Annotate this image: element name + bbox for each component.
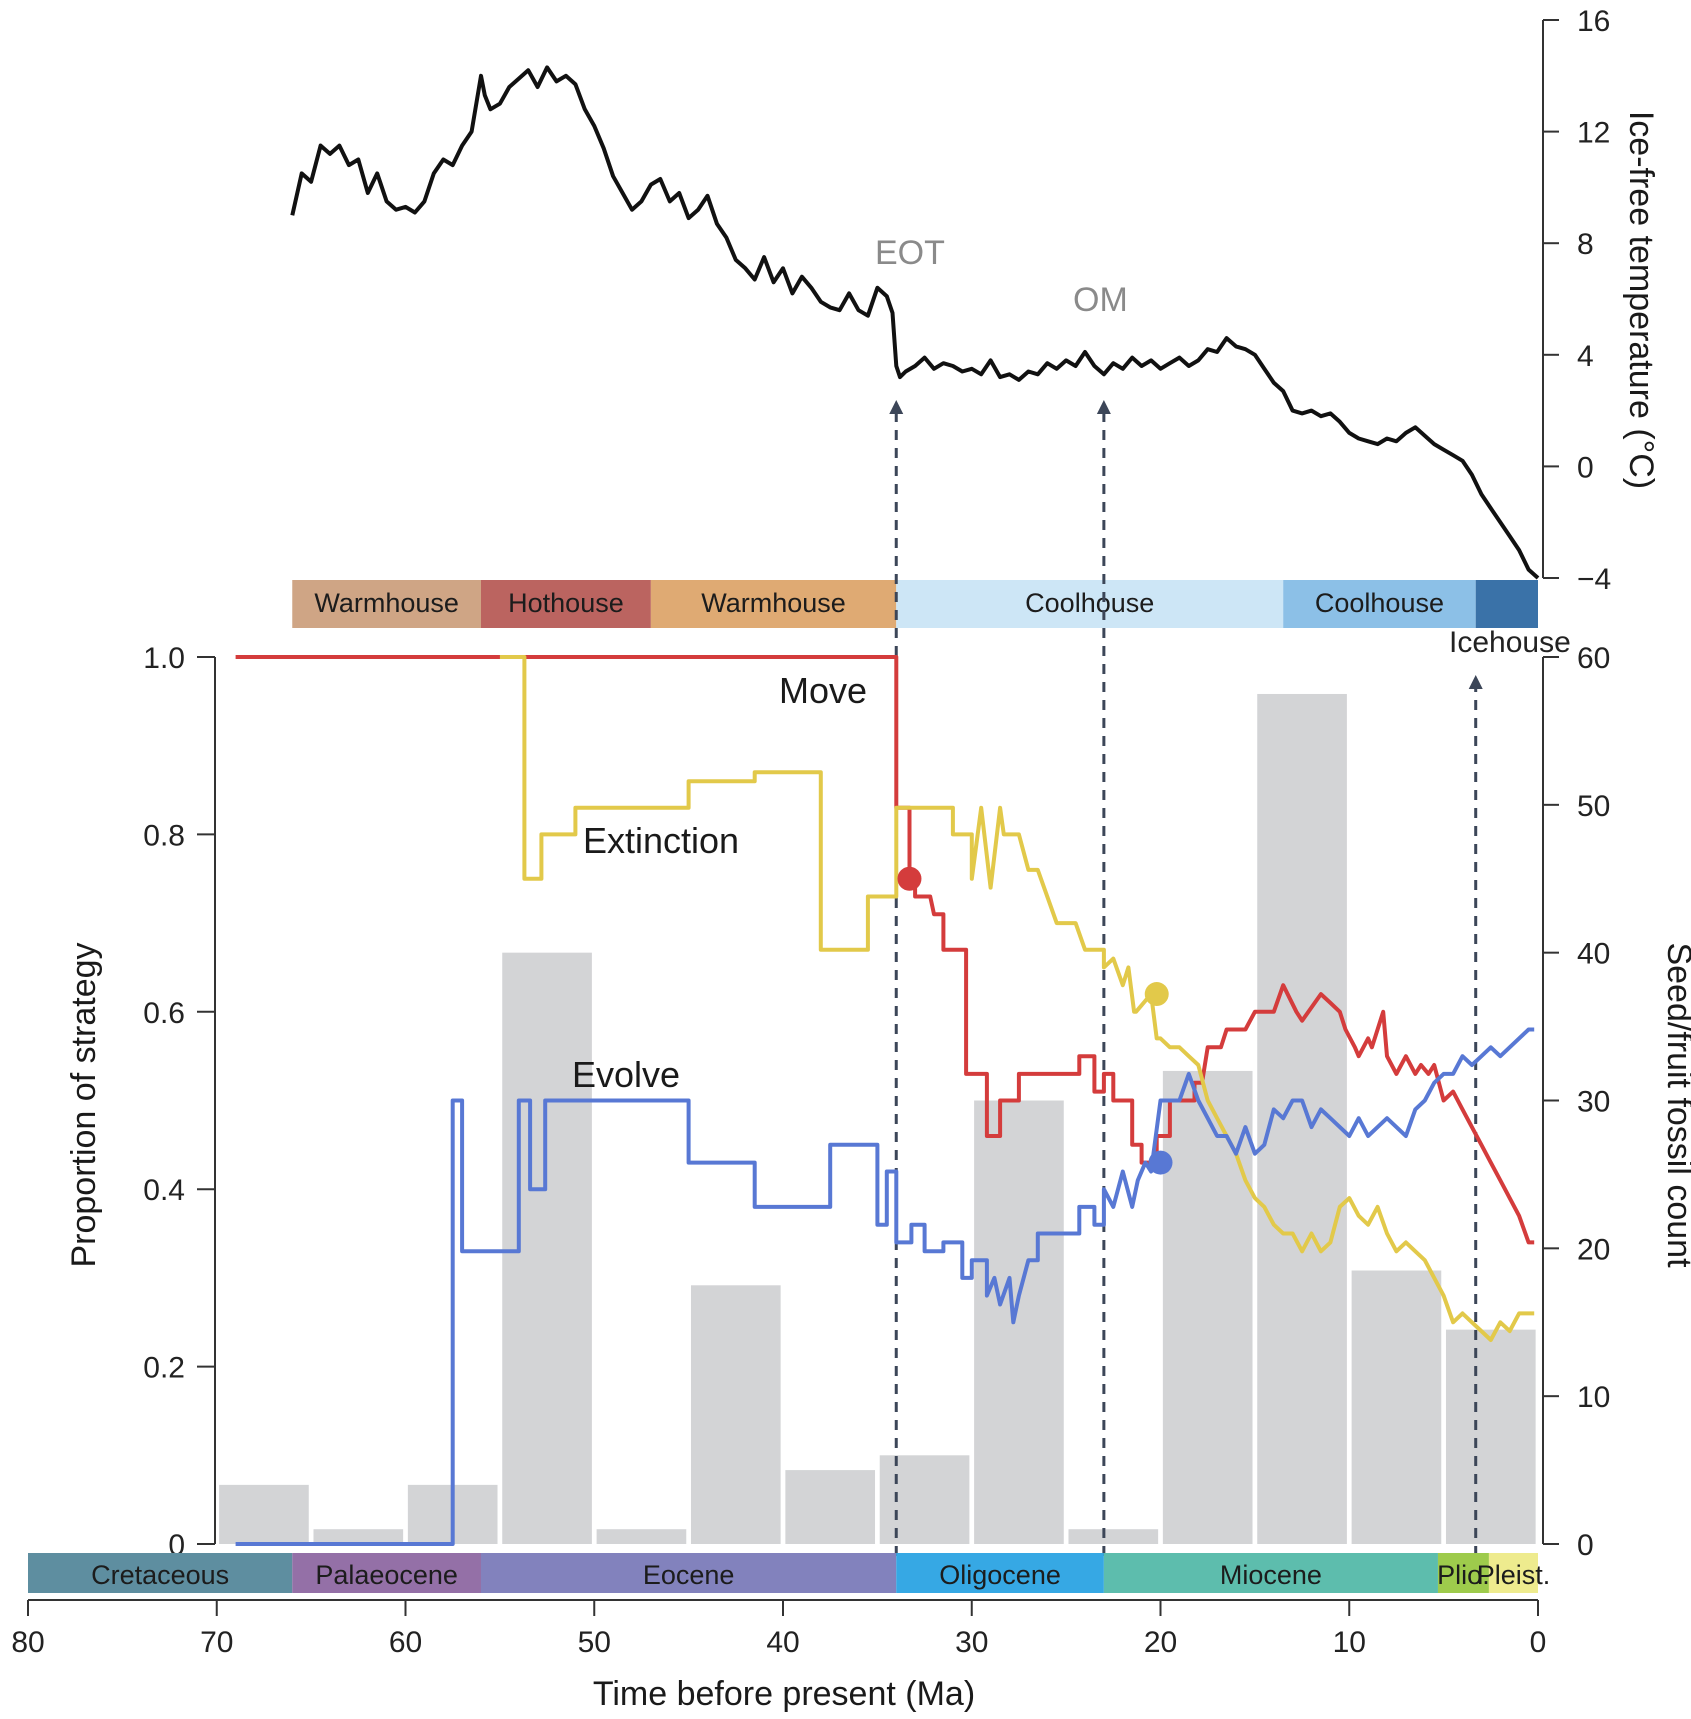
- epoch-band-5: [1437, 1553, 1489, 1593]
- fossil-count-bars: [219, 693, 1536, 1544]
- temperature-tick-label-0: −4: [1577, 563, 1611, 596]
- epoch-label-2: Eocene: [643, 1560, 735, 1590]
- guide-arrow-0: [889, 400, 904, 414]
- fossil-bar-4: [596, 1529, 687, 1544]
- right-tick-label-4: 40: [1577, 938, 1610, 971]
- x-tick-label-6: 20: [1144, 1626, 1177, 1659]
- right-tick-label-0: 0: [1577, 1529, 1594, 1562]
- right-tick-label-3: 30: [1577, 1086, 1610, 1119]
- fossil-bar-12: [1351, 1270, 1442, 1544]
- x-tick-label-7: 10: [1333, 1626, 1366, 1659]
- temperature-tick-label-3: 8: [1577, 228, 1594, 261]
- fossil-bar-9: [1068, 1529, 1159, 1544]
- time-axis-title: Time before present (Ma): [593, 1675, 975, 1713]
- fossil-bar-0: [219, 1484, 309, 1544]
- climate-band-label-4: Coolhouse: [1315, 588, 1444, 618]
- epoch-label-4: Miocene: [1220, 1560, 1322, 1590]
- temperature-tick-label-2: 4: [1577, 340, 1594, 373]
- om-label: OM: [1073, 281, 1128, 319]
- strategy-series: [235, 655, 1535, 1546]
- temperature-axis-title: Ice-free temperature (°C): [1622, 111, 1660, 489]
- epoch-band-0: [28, 1553, 293, 1593]
- fossil-bar-7: [879, 1455, 970, 1544]
- left-tick-label-2: 0.4: [143, 1174, 185, 1207]
- extinction-label: Extinction: [583, 820, 739, 861]
- climate-state-bands: Warmhouse Hothouse Warmhouse Coolhouse Coolh…: [292, 580, 1538, 628]
- marker-move: [897, 866, 922, 891]
- evolve-label: Evolve: [572, 1054, 680, 1095]
- move-label: Move: [779, 670, 867, 711]
- climate-band-1: [481, 580, 651, 628]
- right-tick-label-2: 20: [1577, 1233, 1610, 1266]
- climate-band-label-3: Coolhouse: [1025, 588, 1154, 618]
- fossil-bar-8: [974, 1100, 1064, 1544]
- epoch-label-0: Cretaceous: [91, 1560, 229, 1590]
- climate-band-label-0: Warmhouse: [314, 588, 459, 618]
- climate-band-5: [1475, 580, 1538, 628]
- x-tick-label-3: 50: [578, 1626, 611, 1659]
- climate-band-3: [896, 580, 1284, 628]
- temperature-series-line: [290, 65, 1540, 580]
- right-tick-label-5: 50: [1577, 790, 1610, 823]
- time-axis: 80 70 60 50 40 30 20 10 0: [11, 1599, 1547, 1659]
- epoch-label-6: Pleist.: [1477, 1560, 1551, 1590]
- temperature-tick-label-5: 16: [1577, 5, 1610, 38]
- x-tick-label-5: 30: [955, 1626, 988, 1659]
- epoch-label-3: Oligocene: [939, 1560, 1061, 1590]
- x-tick-label-2: 60: [389, 1626, 422, 1659]
- x-tick-label-1: 70: [200, 1626, 233, 1659]
- fossil-bar-3: [502, 952, 592, 1544]
- marker-extinction: [1144, 982, 1169, 1007]
- fossil-bar-5: [690, 1285, 781, 1544]
- climate-band-4: [1283, 580, 1476, 628]
- x-tick-label-8: 0: [1530, 1626, 1547, 1659]
- marker-evolve: [1148, 1150, 1173, 1175]
- series-line-move: [235, 655, 1535, 1245]
- epoch-band-3: [896, 1553, 1104, 1593]
- epoch-label-1: Palaeocene: [315, 1560, 458, 1590]
- x-tick-label-0: 80: [11, 1626, 44, 1659]
- epoch-bands: Cretaceous Palaeocene Eocene Oligocene Mioce…: [28, 1553, 1550, 1593]
- temperature-tick-label-1: 0: [1577, 451, 1594, 484]
- fossil-bar-13: [1445, 1329, 1536, 1544]
- guide-arrow-2: [1468, 675, 1483, 689]
- fossil-bar-6: [785, 1470, 876, 1544]
- climate-band-2: [650, 580, 897, 628]
- event-guides: [889, 400, 1483, 1556]
- temperature-line: [290, 65, 1540, 580]
- fossil-axis-title: Seed/fruit fossil count: [1660, 942, 1691, 1268]
- epoch-band-2: [481, 1553, 897, 1593]
- left-tick-label-5: 1.0: [143, 642, 185, 675]
- temperature-axis: −4 0 4 8 12 16: [1542, 5, 1611, 596]
- x-tick-label-4: 40: [766, 1626, 799, 1659]
- climate-band-label-2: Warmhouse: [701, 588, 846, 618]
- guide-arrow-1: [1096, 400, 1111, 414]
- series-line-extinction: [499, 655, 1535, 1342]
- right-tick-label-1: 10: [1577, 1381, 1610, 1414]
- icehouse-label: Icehouse: [1449, 626, 1571, 659]
- left-tick-label-3: 0.6: [143, 997, 185, 1030]
- climate-band-label-1: Hothouse: [508, 588, 624, 618]
- eot-label: EOT: [875, 234, 945, 272]
- epoch-label-5: Plio.: [1437, 1560, 1490, 1590]
- epoch-band-6: [1488, 1553, 1538, 1593]
- right-tick-label-6: 60: [1577, 642, 1610, 675]
- left-tick-label-1: 0.2: [143, 1352, 185, 1385]
- series-line-evolve: [235, 1027, 1535, 1546]
- fossil-bar-1: [313, 1529, 404, 1544]
- temperature-tick-label-4: 12: [1577, 117, 1610, 150]
- epoch-band-1: [292, 1553, 481, 1593]
- strategy-axis-title: Proportion of strategy: [65, 942, 103, 1267]
- left-tick-label-4: 0.8: [143, 819, 185, 852]
- climate-band-0: [292, 580, 481, 628]
- epoch-band-4: [1103, 1553, 1438, 1593]
